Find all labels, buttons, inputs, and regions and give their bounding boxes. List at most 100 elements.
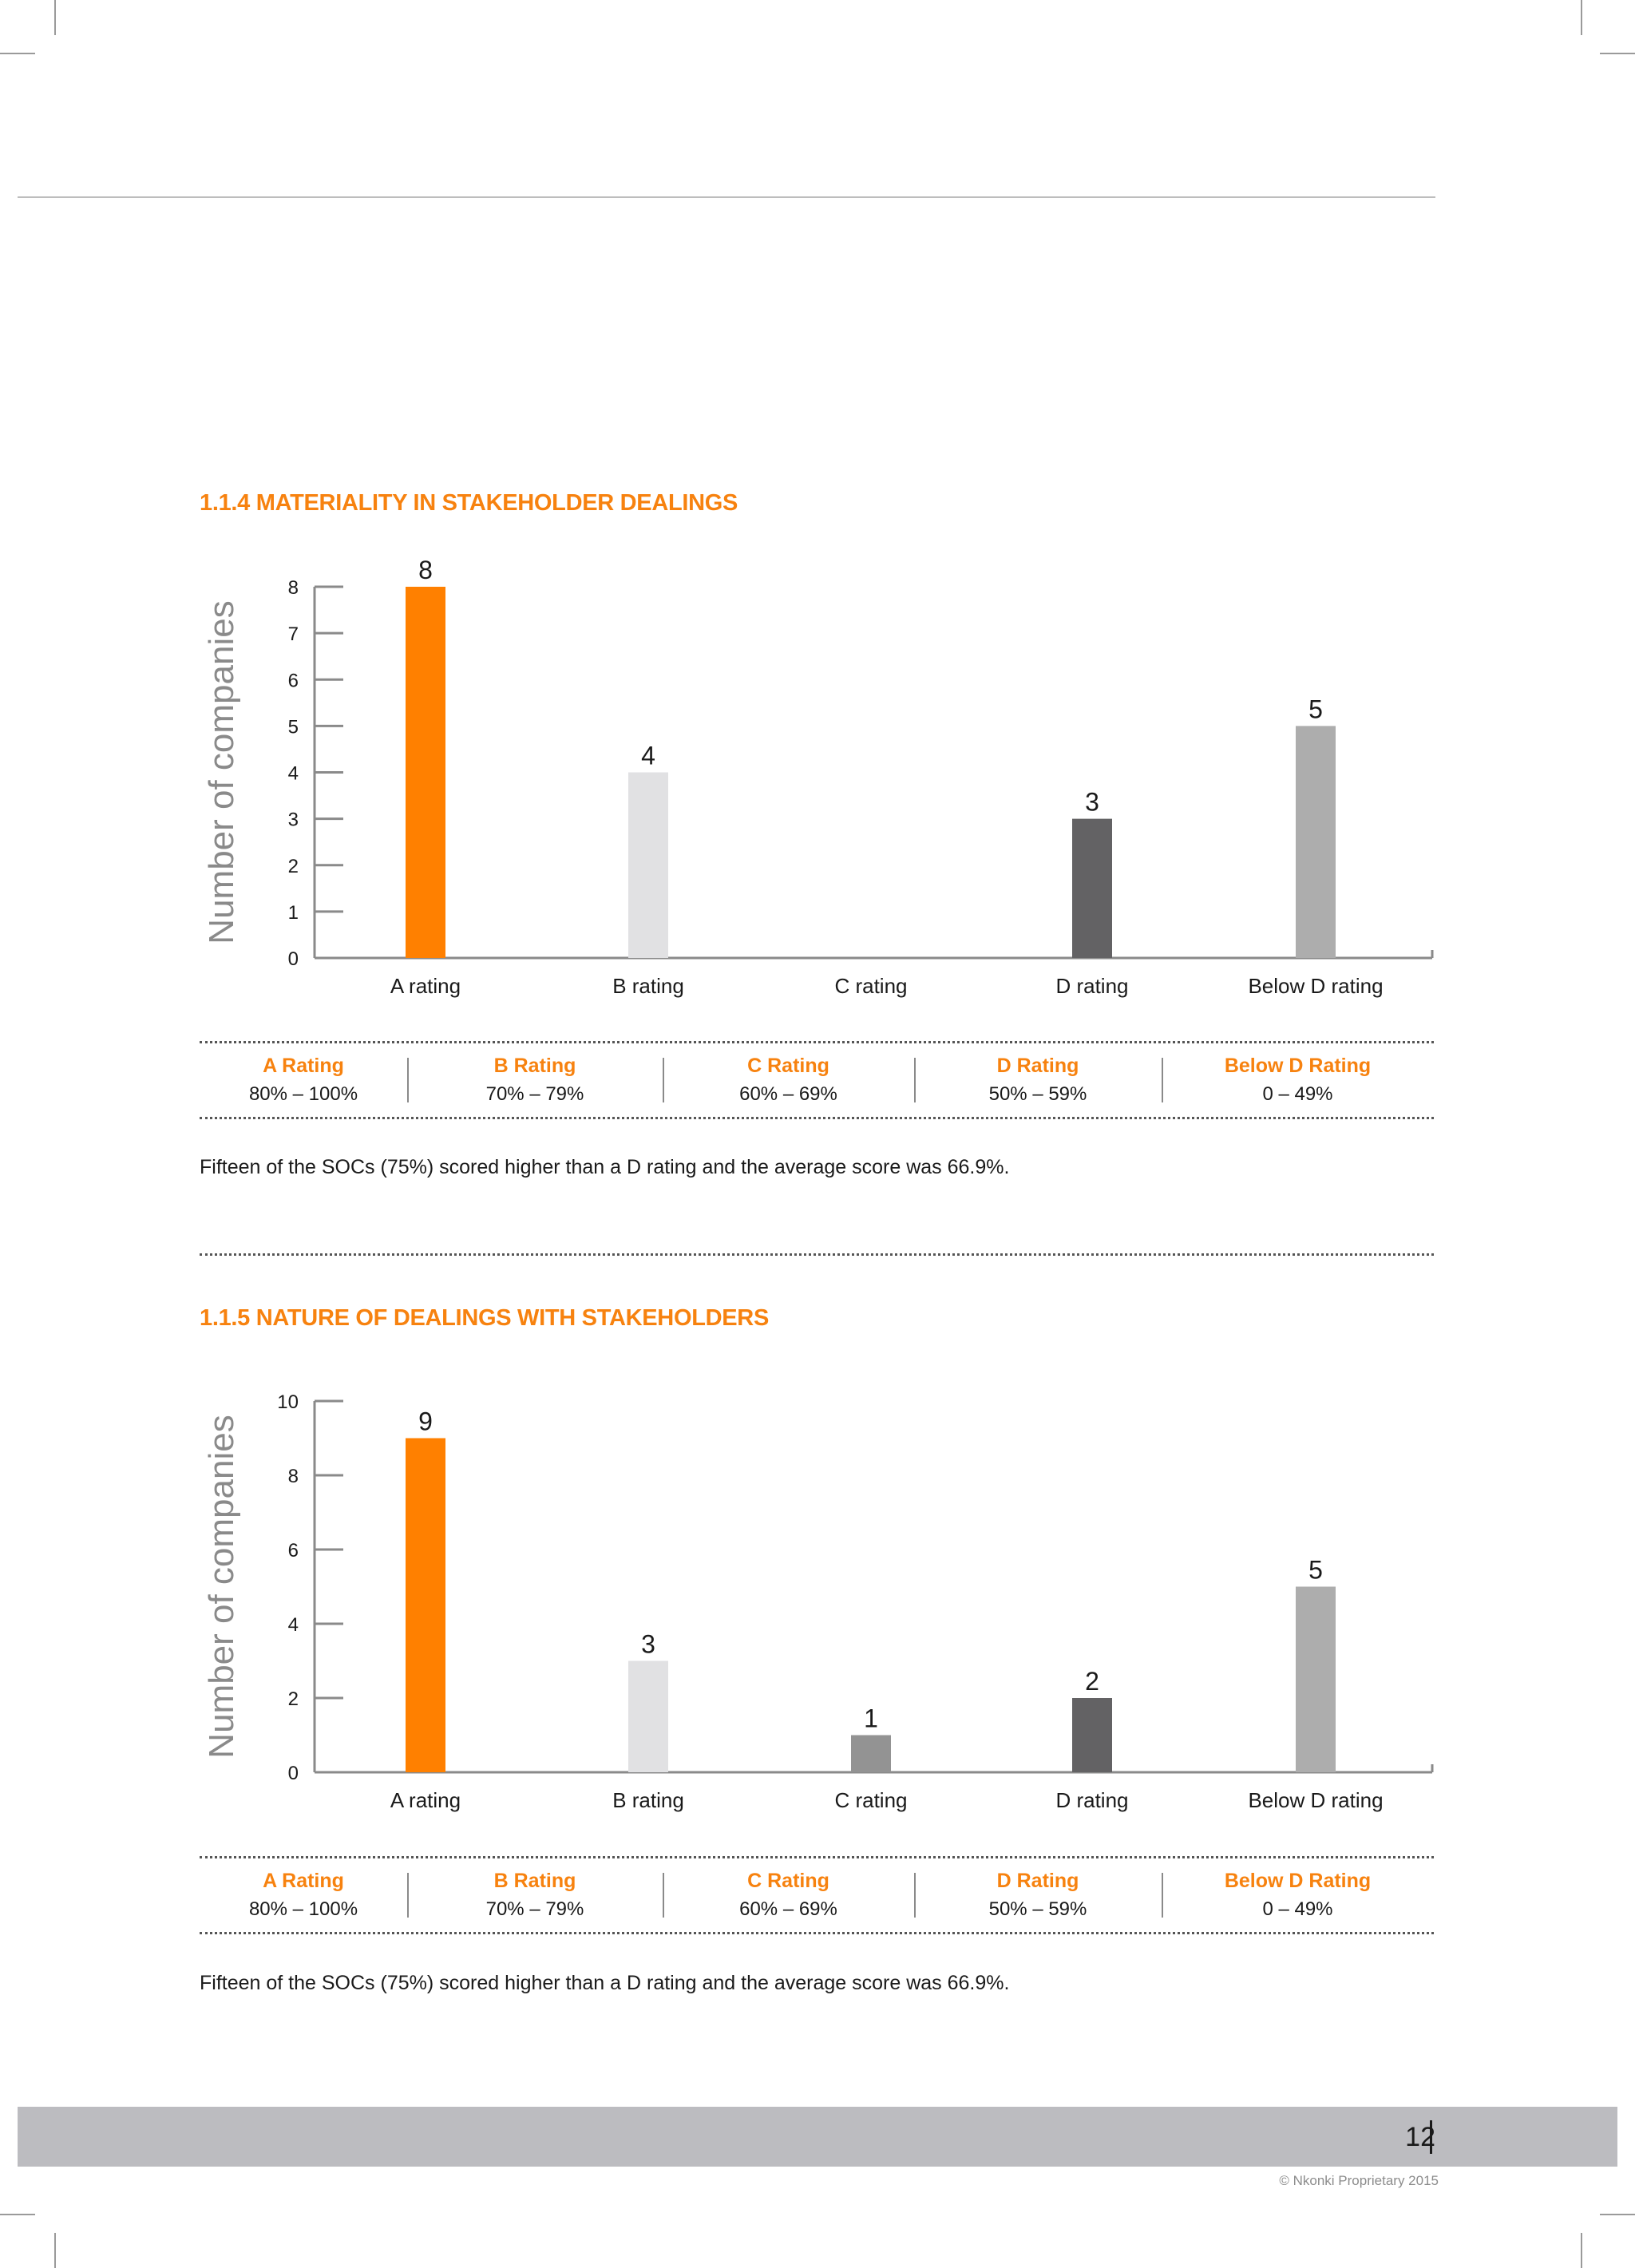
y-tick-label: 10 bbox=[277, 1391, 299, 1413]
data-label: 3 bbox=[1085, 788, 1099, 817]
y-tick-label: 1 bbox=[288, 902, 299, 924]
y-tick-label: 0 bbox=[288, 1763, 299, 1784]
legend-rating-name: D Rating bbox=[996, 1870, 1079, 1892]
legend-item: Below D Rating 0 – 49% bbox=[1162, 1858, 1434, 1932]
legend-rating-range: 80% – 100% bbox=[248, 1083, 358, 1105]
x-tick-label: C rating bbox=[834, 1788, 907, 1812]
legend-rating-range: 60% – 69% bbox=[739, 1083, 837, 1105]
section-title-nature: 1.1.5 NATURE OF DEALINGS WITH STAKEHOLDE… bbox=[200, 1305, 769, 1331]
bar-b-rating bbox=[628, 772, 668, 958]
data-label: 1 bbox=[864, 1704, 878, 1733]
legend-rating-name: Below D Rating bbox=[1224, 1055, 1372, 1077]
legend-separator bbox=[663, 1873, 664, 1918]
crop-mark bbox=[1600, 53, 1635, 54]
bar-chart-materiality: Number of companies 0 1 2 3 4 5 6 7 8 8 A rating 4 B … bbox=[202, 556, 1434, 998]
legend-item: A Rating 80% – 100% bbox=[200, 1043, 407, 1117]
x-tick-label: C rating bbox=[834, 974, 907, 998]
legend-separator bbox=[914, 1058, 916, 1102]
bar-below-d-rating bbox=[1296, 726, 1336, 958]
x-tick-label: B rating bbox=[612, 1788, 684, 1812]
crop-mark bbox=[0, 53, 35, 54]
legend-rating-range: 50% – 59% bbox=[988, 1083, 1087, 1105]
x-tick-label: B rating bbox=[612, 974, 684, 998]
legend-rating-name: D Rating bbox=[996, 1055, 1079, 1077]
x-tick-label: Below D rating bbox=[1248, 974, 1383, 998]
legend-item: Below D Rating 0 – 49% bbox=[1162, 1043, 1434, 1117]
legend-separator bbox=[914, 1873, 916, 1918]
legend-rating-range: 80% – 100% bbox=[248, 1898, 358, 1920]
x-tick-label: A rating bbox=[390, 1788, 461, 1812]
data-label: 4 bbox=[641, 742, 655, 770]
copyright: © Nkonki Proprietary 2015 bbox=[1279, 2173, 1439, 2188]
footer-bar bbox=[18, 2107, 1617, 2167]
y-tick-label: 4 bbox=[288, 763, 299, 785]
y-tick-label: 6 bbox=[288, 1540, 299, 1561]
y-tick-label: 2 bbox=[288, 856, 299, 877]
crop-mark bbox=[54, 2233, 56, 2268]
legend-separator bbox=[663, 1058, 664, 1102]
bar-c-rating bbox=[851, 1735, 891, 1772]
x-tick-label: Below D rating bbox=[1248, 1788, 1383, 1812]
y-tick-label: 8 bbox=[288, 577, 299, 599]
bar-d-rating bbox=[1072, 1698, 1112, 1772]
data-label: 5 bbox=[1308, 695, 1323, 723]
header-rule bbox=[18, 196, 1435, 198]
legend-rating-name: B Rating bbox=[493, 1055, 576, 1077]
legend-item: B Rating 70% – 79% bbox=[407, 1043, 663, 1117]
legend-item: C Rating 60% – 69% bbox=[663, 1858, 914, 1932]
legend-rating-name: B Rating bbox=[493, 1870, 576, 1892]
y-tick-label: 7 bbox=[288, 623, 299, 645]
section-divider bbox=[200, 1253, 1434, 1256]
bar-chart-nature: Number of companies 0 2 4 6 8 10 9 A rating 3 B ra… bbox=[202, 1391, 1434, 1812]
crop-mark bbox=[1600, 2214, 1635, 2215]
page-number-bar bbox=[1430, 2120, 1432, 2154]
data-label: 8 bbox=[418, 556, 433, 584]
legend-item: D Rating 50% – 59% bbox=[914, 1043, 1162, 1117]
bar-below-d-rating bbox=[1296, 1586, 1336, 1772]
legend-rating-range: 50% – 59% bbox=[988, 1898, 1087, 1920]
legend-separator bbox=[407, 1873, 409, 1918]
legend-rating-name: C Rating bbox=[747, 1870, 829, 1892]
note-nature: Fifteen of the SOCs (75%) scored higher … bbox=[200, 1972, 1010, 1994]
y-tick-label: 8 bbox=[288, 1466, 299, 1487]
legend-rating-name: A Rating bbox=[263, 1870, 344, 1892]
y-tick-label: 6 bbox=[288, 670, 299, 691]
x-tick-label: D rating bbox=[1055, 974, 1128, 998]
legend-rating-name: Below D Rating bbox=[1224, 1870, 1372, 1892]
x-tick-label: D rating bbox=[1055, 1788, 1128, 1812]
bar-b-rating bbox=[628, 1660, 668, 1772]
rating-legend-nature: A Rating 80% – 100% B Rating 70% – 79% C Rat… bbox=[200, 1856, 1434, 1934]
data-label: 3 bbox=[641, 1630, 655, 1659]
legend-item: D Rating 50% – 59% bbox=[914, 1858, 1162, 1932]
crop-mark bbox=[54, 0, 56, 35]
legend-separator bbox=[1162, 1873, 1163, 1918]
y-tick-label: 2 bbox=[288, 1688, 299, 1710]
legend-rating-range: 0 – 49% bbox=[1262, 1083, 1333, 1105]
crop-mark bbox=[1581, 0, 1582, 35]
legend-rating-name: C Rating bbox=[747, 1055, 829, 1077]
bar-d-rating bbox=[1072, 818, 1112, 958]
bar-a-rating bbox=[406, 1438, 445, 1772]
y-tick-label: 4 bbox=[288, 1614, 299, 1636]
legend-separator bbox=[1162, 1058, 1163, 1102]
crop-mark bbox=[0, 2214, 35, 2215]
bar-a-rating bbox=[406, 587, 445, 958]
y-tick-label: 3 bbox=[288, 809, 299, 831]
y-tick-label: 0 bbox=[288, 948, 299, 970]
legend-rating-name: A Rating bbox=[263, 1055, 344, 1077]
legend-rating-range: 60% – 69% bbox=[739, 1898, 837, 1920]
data-label: 5 bbox=[1308, 1556, 1323, 1585]
legend-item: C Rating 60% – 69% bbox=[663, 1043, 914, 1117]
data-label: 9 bbox=[418, 1407, 433, 1436]
y-tick-label: 5 bbox=[288, 716, 299, 738]
y-axis-label: Number of companies bbox=[202, 1415, 241, 1758]
x-tick-label: A rating bbox=[390, 974, 461, 998]
legend-item: B Rating 70% – 79% bbox=[407, 1858, 663, 1932]
legend-rating-range: 70% – 79% bbox=[485, 1898, 584, 1920]
rating-legend-materiality: A Rating 80% – 100% B Rating 70% – 79% C Rat… bbox=[200, 1041, 1434, 1119]
legend-separator bbox=[407, 1058, 409, 1102]
y-axis-label: Number of companies bbox=[202, 600, 241, 944]
data-label: 2 bbox=[1085, 1667, 1099, 1696]
legend-rating-range: 70% – 79% bbox=[485, 1083, 584, 1105]
legend-rating-range: 0 – 49% bbox=[1262, 1898, 1333, 1920]
